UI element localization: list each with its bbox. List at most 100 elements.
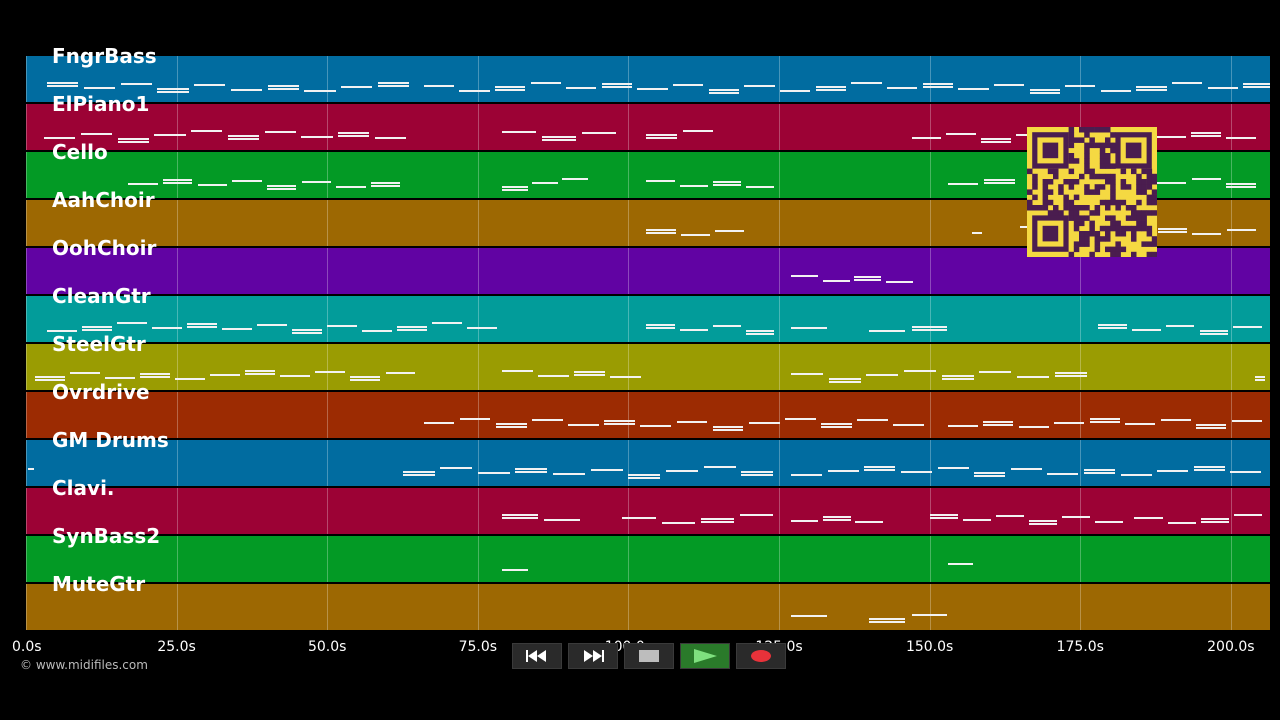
note-segment	[326, 325, 357, 327]
fast-forward-button[interactable]	[568, 643, 618, 669]
rewind-button[interactable]	[512, 643, 562, 669]
note-segment	[661, 522, 695, 524]
note-segment	[553, 473, 586, 475]
note-segment	[981, 138, 1012, 140]
note-segment	[361, 330, 392, 332]
note-segment	[628, 474, 661, 476]
gridline	[628, 392, 630, 438]
note-segment	[1226, 186, 1256, 188]
note-segment	[222, 328, 252, 330]
note-segment	[187, 323, 217, 325]
note-segment	[1172, 82, 1203, 84]
note-segment	[27, 468, 34, 470]
note-segment	[377, 85, 410, 87]
gridline	[26, 392, 27, 438]
note-segment	[1230, 471, 1262, 473]
note-segment	[47, 85, 79, 87]
note-segment	[402, 474, 435, 476]
note-segment	[1200, 518, 1229, 520]
rewind-icon	[526, 650, 546, 662]
note-segment	[1254, 379, 1266, 381]
note-segment	[1098, 327, 1127, 329]
note-segment	[538, 375, 569, 377]
note-segment	[120, 83, 152, 85]
note-segment	[1083, 469, 1116, 471]
note-segment	[423, 422, 455, 424]
track-label: SynBass2	[52, 524, 161, 548]
fast-forward-icon	[584, 650, 604, 662]
note-segment	[911, 614, 948, 616]
note-segment	[230, 89, 263, 91]
note-segment	[350, 376, 381, 378]
note-segment	[515, 471, 548, 473]
note-segment	[885, 281, 913, 283]
note-segment	[152, 327, 182, 329]
track-lane	[26, 344, 1270, 392]
note-segment	[676, 421, 708, 423]
note-segment	[962, 519, 991, 521]
note-segment	[568, 424, 599, 426]
note-segment	[70, 372, 100, 374]
gridline	[628, 488, 630, 534]
record-button[interactable]	[736, 643, 786, 669]
note-segment	[700, 518, 734, 520]
note-segment	[1029, 523, 1058, 525]
stop-button[interactable]	[624, 643, 674, 669]
note-segment	[869, 618, 906, 620]
note-segment	[821, 426, 852, 428]
gridline	[1230, 104, 1232, 150]
track-label: Clavi.	[52, 476, 115, 500]
gridline	[779, 584, 781, 630]
note-segment	[495, 423, 527, 425]
gridline	[1230, 488, 1232, 534]
note-segment	[886, 87, 918, 89]
note-segment	[929, 517, 958, 519]
track-lane	[26, 488, 1270, 536]
note-segment	[979, 371, 1012, 373]
note-segment	[1207, 87, 1239, 89]
note-segment	[1226, 137, 1256, 139]
note-segment	[1196, 427, 1227, 429]
note-segment	[574, 371, 605, 373]
time-tick-label: 50.0s	[307, 639, 347, 655]
gridline	[327, 344, 329, 390]
note-segment	[128, 183, 158, 185]
gridline	[779, 296, 781, 342]
note-segment	[544, 519, 580, 521]
gridline	[1230, 344, 1232, 390]
gridline	[779, 248, 781, 294]
note-segment	[791, 520, 819, 522]
note-segment	[1192, 233, 1222, 235]
play-button[interactable]	[680, 643, 730, 669]
note-segment	[477, 472, 510, 474]
qr-code	[1027, 127, 1157, 257]
gridline	[327, 248, 329, 294]
note-segment	[1157, 228, 1187, 230]
note-segment	[377, 82, 410, 84]
gridline	[628, 440, 630, 486]
note-segment	[530, 82, 561, 84]
gridline	[779, 104, 781, 150]
note-segment	[712, 426, 744, 428]
note-segment	[971, 232, 983, 234]
gridline	[26, 248, 27, 294]
gridline	[327, 392, 329, 438]
note-segment	[501, 131, 537, 133]
note-segment	[266, 185, 297, 187]
note-segment	[304, 90, 336, 92]
note-segment	[922, 83, 953, 85]
gridline	[779, 440, 781, 486]
note-segment	[900, 471, 932, 473]
note-segment	[822, 280, 850, 282]
note-segment	[680, 234, 710, 236]
play-icon	[694, 649, 717, 663]
gridline	[628, 56, 630, 102]
track-lane	[26, 56, 1270, 104]
note-segment	[1083, 472, 1116, 474]
note-segment	[622, 517, 656, 519]
note-segment	[1165, 325, 1195, 327]
gridline	[176, 104, 178, 150]
gridline	[779, 152, 781, 198]
note-segment	[175, 378, 206, 380]
gridline	[327, 584, 329, 630]
